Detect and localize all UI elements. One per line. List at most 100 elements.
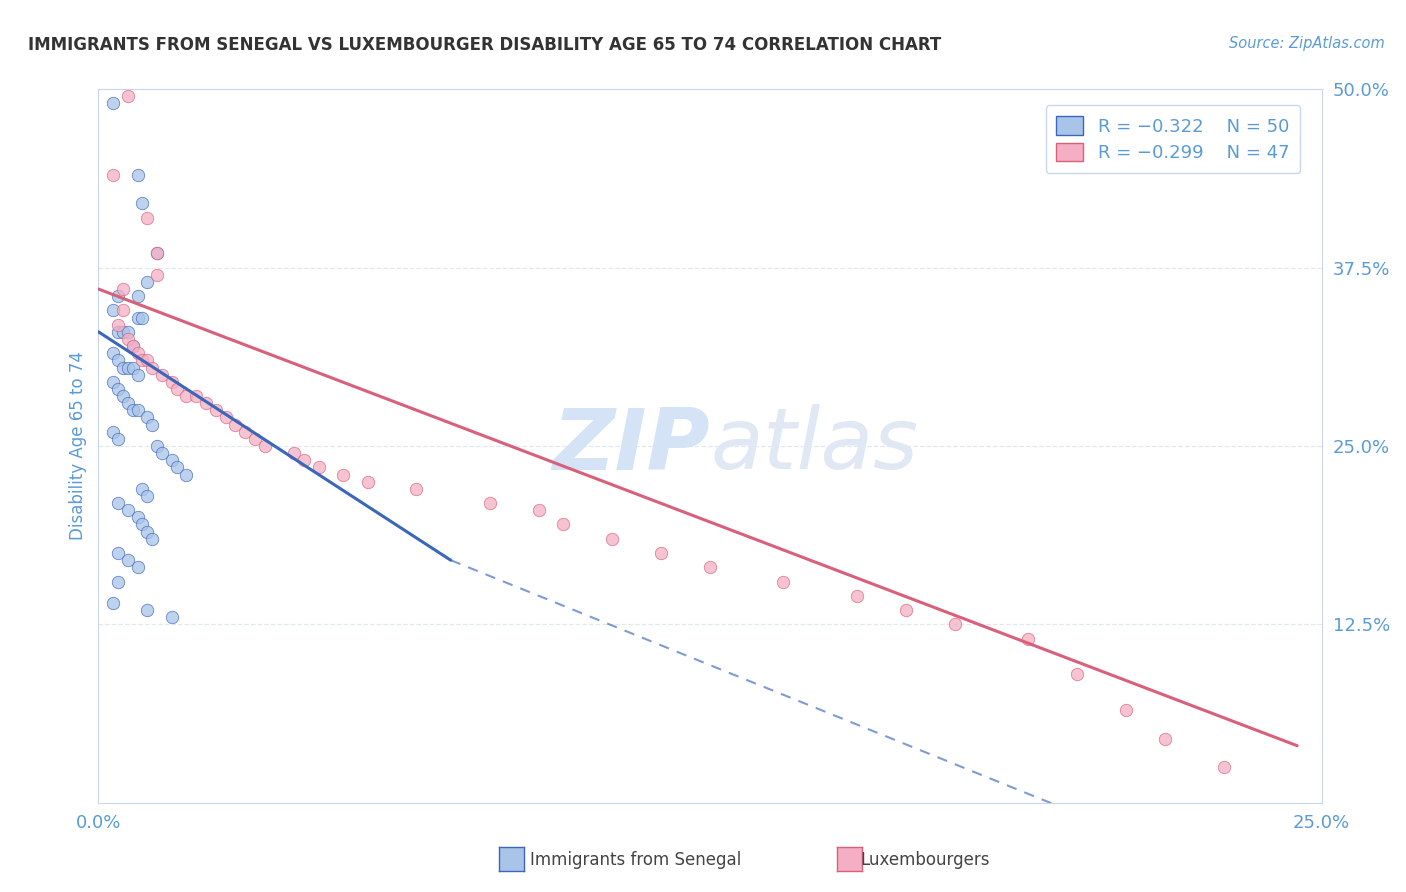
- Point: [107, 318, 129, 332]
- Point: [127, 560, 149, 574]
- Point: [101, 96, 124, 111]
- Point: [131, 310, 153, 325]
- Point: [332, 467, 354, 482]
- Point: [117, 360, 139, 375]
- Point: [214, 410, 236, 425]
- Point: [405, 482, 427, 496]
- Point: [111, 360, 134, 375]
- Point: [600, 532, 623, 546]
- Point: [308, 460, 330, 475]
- Point: [111, 325, 134, 339]
- Legend: R = −0.322    N = 50, R = −0.299    N = 47: R = −0.322 N = 50, R = −0.299 N = 47: [1046, 105, 1301, 173]
- Point: [107, 496, 129, 510]
- Point: [127, 346, 149, 360]
- Point: [107, 574, 129, 589]
- Point: [699, 560, 721, 574]
- Point: [107, 325, 129, 339]
- Point: [146, 246, 169, 260]
- Point: [292, 453, 315, 467]
- Point: [117, 89, 139, 103]
- Point: [527, 503, 550, 517]
- Point: [150, 368, 173, 382]
- Point: [127, 510, 149, 524]
- Point: [131, 517, 153, 532]
- Point: [136, 489, 159, 503]
- Point: [553, 517, 575, 532]
- Point: [107, 382, 129, 396]
- Text: IMMIGRANTS FROM SENEGAL VS LUXEMBOURGER DISABILITY AGE 65 TO 74 CORRELATION CHAR: IMMIGRANTS FROM SENEGAL VS LUXEMBOURGER …: [28, 36, 942, 54]
- Point: [131, 196, 153, 211]
- Point: [1154, 731, 1177, 746]
- Point: [117, 553, 139, 567]
- Point: [121, 339, 143, 353]
- Point: [894, 603, 917, 617]
- Point: [283, 446, 305, 460]
- Point: [772, 574, 794, 589]
- Point: [127, 168, 149, 182]
- Point: [1212, 760, 1234, 774]
- Point: [131, 482, 153, 496]
- Point: [111, 389, 134, 403]
- Point: [478, 496, 501, 510]
- Point: [845, 589, 868, 603]
- Text: Source: ZipAtlas.com: Source: ZipAtlas.com: [1229, 36, 1385, 51]
- Point: [253, 439, 276, 453]
- Point: [101, 168, 124, 182]
- Point: [136, 275, 159, 289]
- Point: [176, 389, 198, 403]
- Point: [127, 310, 149, 325]
- Point: [650, 546, 672, 560]
- Point: [160, 375, 183, 389]
- Point: [127, 403, 149, 417]
- Point: [141, 532, 163, 546]
- Point: [1066, 667, 1088, 681]
- Point: [127, 368, 149, 382]
- Point: [195, 396, 218, 410]
- Point: [136, 211, 159, 225]
- Point: [141, 417, 163, 432]
- Point: [107, 353, 129, 368]
- Point: [176, 467, 198, 482]
- Point: [111, 303, 134, 318]
- Y-axis label: Disability Age 65 to 74: Disability Age 65 to 74: [69, 351, 87, 541]
- Point: [136, 410, 159, 425]
- Point: [150, 446, 173, 460]
- Point: [117, 503, 139, 517]
- Point: [233, 425, 256, 439]
- Point: [107, 432, 129, 446]
- Point: [205, 403, 228, 417]
- Point: [160, 610, 183, 624]
- Point: [1017, 632, 1039, 646]
- Point: [146, 439, 169, 453]
- Point: [131, 353, 153, 368]
- Point: [136, 603, 159, 617]
- Point: [166, 382, 188, 396]
- Point: [160, 453, 183, 467]
- Point: [127, 289, 149, 303]
- Point: [101, 375, 124, 389]
- Text: atlas: atlas: [710, 404, 918, 488]
- Text: ZIP: ZIP: [553, 404, 710, 488]
- Point: [1115, 703, 1137, 717]
- Text: Immigrants from Senegal: Immigrants from Senegal: [530, 851, 741, 869]
- Point: [101, 596, 124, 610]
- Point: [117, 325, 139, 339]
- Point: [136, 353, 159, 368]
- Point: [943, 617, 966, 632]
- Point: [101, 303, 124, 318]
- Point: [224, 417, 246, 432]
- Point: [186, 389, 208, 403]
- Point: [121, 339, 143, 353]
- Text: Luxembourgers: Luxembourgers: [860, 851, 990, 869]
- Point: [117, 396, 139, 410]
- Point: [111, 282, 134, 296]
- Point: [243, 432, 266, 446]
- Point: [121, 403, 143, 417]
- Point: [117, 332, 139, 346]
- Point: [146, 246, 169, 260]
- Point: [136, 524, 159, 539]
- Point: [166, 460, 188, 475]
- Point: [101, 346, 124, 360]
- Point: [107, 546, 129, 560]
- Point: [101, 425, 124, 439]
